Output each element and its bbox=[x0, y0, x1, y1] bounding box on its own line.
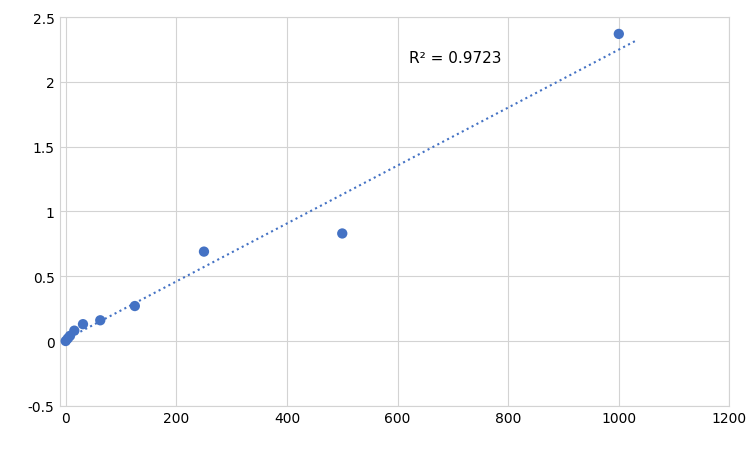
Text: R² = 0.9723: R² = 0.9723 bbox=[408, 51, 501, 66]
Point bbox=[94, 317, 106, 324]
Point bbox=[62, 335, 74, 342]
Point bbox=[64, 332, 76, 340]
Point bbox=[129, 303, 141, 310]
Point bbox=[613, 31, 625, 38]
Point bbox=[77, 321, 89, 328]
Point bbox=[68, 327, 80, 335]
Point bbox=[336, 230, 348, 238]
Point bbox=[59, 338, 71, 345]
Point bbox=[198, 249, 210, 256]
